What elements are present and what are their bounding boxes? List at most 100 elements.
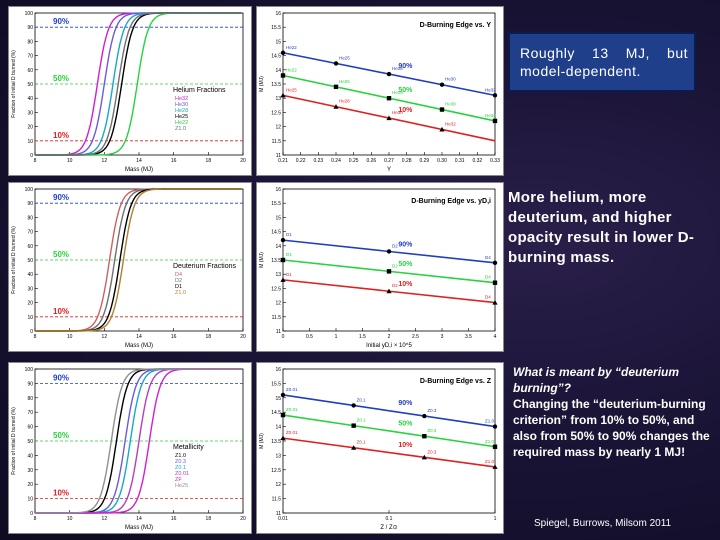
chart-helium-fractions: 0 10 20 30 40 50 60 70 80 90 100 8 10 12 14 16 18 20 Mass …	[8, 6, 252, 176]
point-label: He25	[339, 55, 350, 60]
data-point	[439, 126, 445, 132]
y-tick-label: 90	[27, 381, 33, 387]
y-tick-label: 40	[27, 272, 33, 278]
y-tick-label: 100	[25, 187, 34, 193]
y-tick-label: 30	[27, 468, 33, 474]
point-label: He32	[445, 121, 456, 126]
y-tick-label: 16	[275, 367, 281, 373]
y-tick-label: 15	[275, 396, 281, 402]
data-point	[386, 115, 392, 121]
y-tick-label: 0	[30, 153, 33, 159]
x-axis-label: Y	[387, 167, 391, 173]
y-tick-label: 15	[275, 215, 281, 221]
series-line	[35, 188, 242, 332]
plot-frame	[282, 12, 496, 156]
data-point	[386, 269, 392, 274]
x-tick-label: 16	[171, 334, 177, 340]
x-tick-label: 0.21	[278, 158, 288, 164]
x-tick-label: 4	[494, 334, 497, 340]
point-label: He32	[485, 113, 496, 118]
level-label: 50%	[53, 431, 69, 440]
y-tick-label: 70	[27, 410, 33, 416]
y-tick-label: 0	[30, 329, 33, 335]
x-axis-label: Mass (MJ)	[125, 167, 153, 173]
x-tick-label: 0.30	[437, 158, 447, 164]
legend-entry: D1	[175, 284, 182, 290]
point-label: He30	[445, 77, 456, 82]
legend-title: Deuterium Fractions	[173, 263, 237, 270]
y-tick-label: 15.5	[271, 381, 281, 387]
y-tick-label: 50	[27, 439, 33, 445]
x-tick-label: 0.29	[419, 158, 429, 164]
y-tick-label: 14	[275, 425, 281, 431]
x-tick-label: 1	[335, 334, 338, 340]
y-tick-label: 10	[27, 497, 33, 503]
point-label: D2	[392, 243, 398, 248]
chart-deuterium-fractions: 0 10 20 30 40 50 60 70 80 90 100 8 10 12 14 16 18 20 Mass …	[8, 182, 252, 352]
y-tick-label: 20	[27, 301, 33, 307]
point-label: Z0.01	[286, 407, 298, 412]
series-line	[35, 12, 242, 156]
y-tick-label: 13	[275, 272, 281, 278]
y-tick-label: 50	[27, 82, 33, 88]
x-tick-label: 0.5	[306, 334, 313, 340]
data-point	[333, 61, 339, 66]
level-label: 50%	[53, 250, 69, 259]
y-tick-label: 11.5	[272, 315, 282, 321]
x-tick-label: 1.5	[359, 334, 366, 340]
level-label: 10%	[53, 489, 69, 498]
y-tick-label: 11	[276, 511, 281, 517]
x-tick-label: 12	[102, 334, 108, 340]
y-tick-label: 30	[27, 110, 33, 116]
plot-frame	[282, 188, 496, 332]
x-tick-label: 20	[240, 158, 246, 164]
y-tick-label: 100	[25, 367, 34, 373]
y-tick-label: 16	[275, 187, 281, 193]
x-tick-label: 10	[67, 158, 73, 164]
data-point	[280, 257, 286, 263]
point-label: Z1.0	[485, 419, 495, 424]
point-label: D2	[392, 283, 398, 288]
legend-entry: Z0.1	[175, 465, 186, 471]
point-label: He22	[286, 45, 297, 50]
y-tick-label: 100	[25, 11, 34, 17]
y-tick-label: 11	[276, 153, 281, 159]
data-point	[386, 288, 392, 294]
series-label: 90%	[398, 63, 413, 70]
legend-entry: He28	[175, 108, 188, 114]
data-point	[492, 424, 498, 429]
x-tick-label: 0.24	[331, 158, 341, 164]
level-label: 90%	[53, 17, 69, 26]
x-tick-label: 0.26	[366, 158, 376, 164]
chart-svg: 11 11.5 12 12.5 13 13.5 14 14.5 15 15.5 16 0.21 0.22…	[259, 11, 500, 173]
legend-entry: Z1.0	[175, 290, 186, 296]
y-axis-label: Fraction of initial D burned (%)	[11, 226, 17, 294]
citation: Spiegel, Burrows, Milsom 2011	[534, 518, 672, 529]
y-tick-label: 10	[27, 315, 33, 321]
x-tick-label: 20	[240, 334, 246, 340]
point-label: D2	[392, 263, 398, 268]
x-tick-label: 16	[171, 516, 177, 522]
x-tick-label: 12	[102, 158, 108, 164]
data-point	[280, 92, 286, 98]
level-label: 10%	[53, 131, 69, 140]
y-tick-label: 80	[27, 39, 33, 45]
y-axis-label: M (MJ)	[259, 433, 265, 449]
point-label: Z0.3	[427, 428, 437, 433]
y-tick-label: 70	[27, 54, 33, 60]
legend-entry: D4	[175, 272, 182, 278]
y-tick-label: 12.5	[271, 110, 281, 116]
chart-svg: 0 10 20 30 40 50 60 70 80 90 100 8 10 12 14 16 18 20 Mass …	[11, 187, 246, 349]
series-label: 50%	[398, 87, 413, 94]
y-tick-label: 12.5	[271, 286, 281, 292]
y-tick-label: 40	[27, 96, 33, 102]
series-line	[35, 368, 242, 514]
point-label: Z0.1	[357, 440, 367, 445]
x-tick-label: 3	[441, 334, 444, 340]
plot-frame	[282, 368, 496, 514]
legend-title: Metallicity	[173, 444, 204, 451]
data-point	[421, 454, 427, 460]
chart-d-edge-vs-y: 11 11.5 12 12.5 13 13.5 14 14.5 15 15.5 16 0.21 0.22…	[256, 6, 504, 176]
series-label: 10%	[398, 442, 413, 449]
series-label: 10%	[398, 281, 413, 288]
